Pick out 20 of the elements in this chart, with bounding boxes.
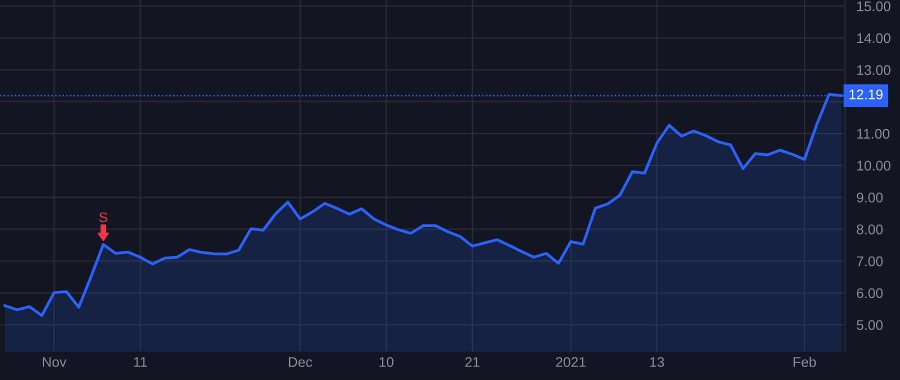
y-tick-label: 11.00	[857, 128, 890, 139]
annotation: S	[99, 212, 108, 222]
x-tick-label: 2021	[556, 357, 586, 367]
x-tick-label: 10	[380, 357, 394, 367]
ref-line-label: 12.19	[850, 90, 883, 100]
x-tick-label: Nov	[42, 357, 66, 367]
x-tick-label: Feb	[794, 356, 816, 367]
y-tick-label: 7.00	[856, 256, 883, 266]
y-tick-label: 14.00	[857, 33, 890, 44]
x-tick-label: Dec	[288, 357, 312, 367]
x-tick-label: 11	[134, 357, 147, 367]
y-tick-label: 9.00	[856, 192, 883, 202]
y-tick-label: 13.00	[857, 65, 890, 75]
x-tick-label: 21	[465, 357, 480, 367]
x-tick-label: 13	[650, 357, 664, 367]
y-tick-label: 5.00	[856, 320, 883, 330]
y-tick-label: 8.00	[856, 224, 883, 234]
y-tick-label: 10.00	[857, 160, 890, 171]
y-tick-label: 15.00	[857, 1, 890, 12]
y-tick-label: 6.00	[856, 288, 883, 298]
